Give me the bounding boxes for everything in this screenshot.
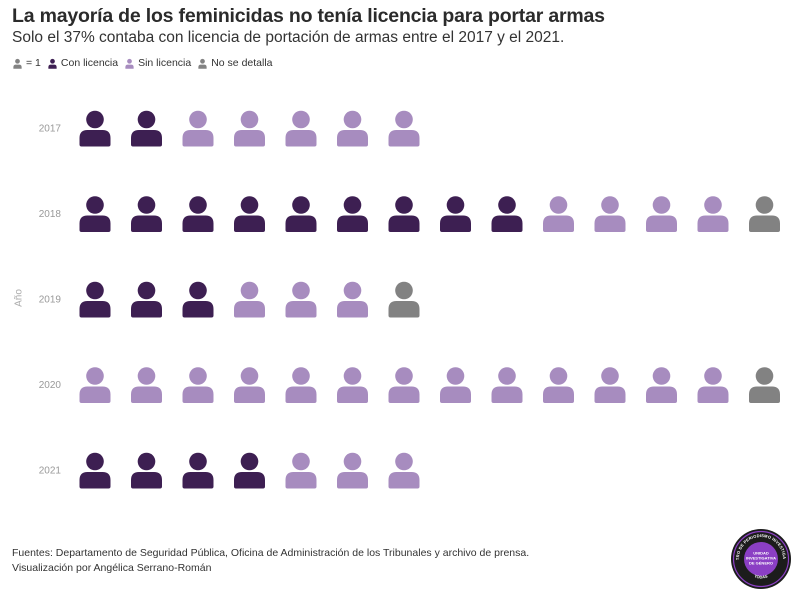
person-icon: [48, 58, 57, 69]
person-mark: [543, 367, 574, 403]
logo-text-bottom: TODAS: [754, 573, 769, 579]
y-tick-label: 2017: [39, 124, 62, 135]
person-mark: [646, 367, 677, 403]
legend-unit: = 1: [12, 57, 41, 69]
legend-item-con-licencia: Con licencia: [47, 57, 118, 69]
person-mark: [182, 452, 214, 489]
y-tick-label: 2019: [39, 295, 62, 306]
person-mark: [234, 110, 265, 147]
person-mark: [182, 196, 214, 232]
person-mark: [337, 367, 368, 403]
person-mark: [388, 452, 420, 489]
person-mark: [285, 367, 317, 403]
person-mark: [234, 196, 265, 232]
person-mark: [182, 281, 214, 318]
logo-text-center-1: UNIDAD: [753, 551, 769, 556]
person-mark: [543, 196, 574, 232]
person-icon: [125, 58, 134, 69]
person-mark: [234, 367, 265, 403]
person-mark: [234, 281, 265, 318]
person-mark: [337, 110, 368, 147]
person-mark: [131, 110, 162, 147]
person-mark: [131, 452, 162, 489]
person-mark: [388, 110, 420, 147]
person-icon: [13, 58, 22, 69]
y-tick-label: 2021: [39, 466, 62, 477]
person-mark: [697, 367, 729, 403]
person-mark: [337, 196, 368, 232]
person-mark: [697, 196, 729, 232]
person-mark: [337, 281, 368, 318]
person-mark: [337, 452, 368, 489]
person-mark: [440, 367, 471, 403]
person-mark: [79, 367, 111, 403]
person-mark: [131, 281, 162, 318]
legend-unit-label: = 1: [26, 57, 41, 69]
legend-item-no-se-detalla: No se detalla: [197, 57, 273, 69]
svg-text:TODAS: TODAS: [754, 573, 769, 579]
credit-note: Visualización por Angélica Serrano-Román: [12, 561, 212, 574]
person-icon: [198, 58, 207, 69]
person-mark: [594, 367, 626, 403]
person-mark: [646, 196, 677, 232]
person-mark: [440, 196, 471, 232]
person-mark: [234, 452, 265, 489]
person-mark: [79, 281, 111, 318]
person-mark: [388, 196, 420, 232]
chart-title: La mayoría de los feminicidas no tenía l…: [12, 5, 605, 27]
person-mark: [285, 196, 317, 232]
person-mark: [388, 367, 420, 403]
person-mark: [79, 196, 111, 232]
person-mark: [749, 196, 780, 232]
person-mark: [182, 110, 214, 147]
legend: = 1 Con licencia Sin licencia No se deta…: [12, 56, 279, 70]
person-mark: [182, 367, 214, 403]
person-mark: [594, 196, 626, 232]
person-mark: [491, 367, 523, 403]
logo-text-center-3: DE GÉNERO: [749, 561, 773, 566]
person-mark: [285, 452, 317, 489]
footer: Fuentes: Departamento de Seguridad Públi…: [12, 546, 529, 575]
y-tick-label: 2020: [39, 380, 62, 391]
person-mark: [491, 196, 523, 232]
sources-note: Fuentes: Departamento de Seguridad Públi…: [12, 547, 530, 559]
person-mark: [285, 281, 317, 318]
person-mark: [131, 196, 162, 232]
person-mark: [388, 281, 420, 318]
legend-item-sin-licencia: Sin licencia: [124, 57, 191, 69]
person-mark: [131, 367, 162, 403]
legend-label: No se detalla: [211, 57, 273, 69]
legend-label: Sin licencia: [138, 57, 192, 69]
person-mark: [749, 367, 780, 403]
person-mark: [285, 110, 317, 147]
person-mark: [79, 110, 111, 147]
cpi-logo: CENTRO DE PERIODISMO INVESTIGATIVO UNIDA…: [730, 528, 791, 589]
logo-text-center-2: INVESTIGATIVA: [746, 556, 776, 561]
chart-subtitle: Solo el 37% contaba con licencia de port…: [12, 29, 565, 46]
y-tick-label: 2018: [39, 209, 62, 220]
person-mark: [79, 452, 111, 489]
legend-label: Con licencia: [60, 57, 119, 69]
